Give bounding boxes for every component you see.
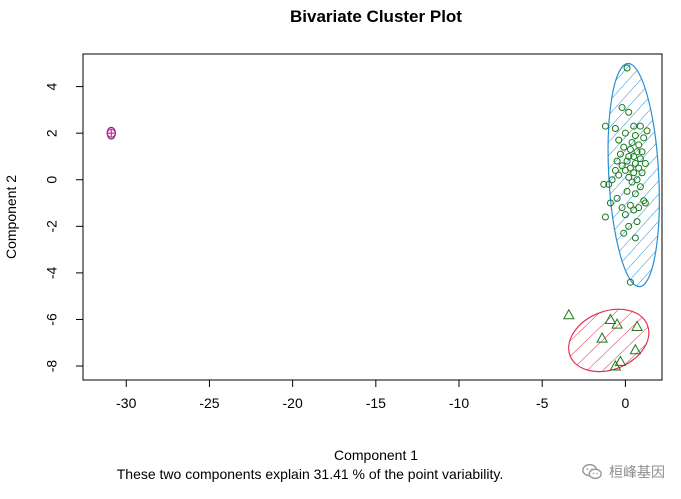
data-point bbox=[630, 206, 638, 214]
chart-title: Bivariate Cluster Plot bbox=[290, 7, 462, 26]
cluster-ellipses bbox=[106, 62, 660, 373]
cluster-ellipse bbox=[568, 308, 650, 373]
x-tick-label: -10 bbox=[449, 395, 469, 411]
x-axis-label: Component 1 bbox=[334, 447, 418, 463]
data-point bbox=[623, 157, 631, 165]
data-point bbox=[626, 201, 634, 209]
x-tick-label: -20 bbox=[283, 395, 303, 411]
data-point bbox=[608, 176, 616, 184]
data-point bbox=[620, 229, 628, 237]
y-tick-label: -4 bbox=[44, 266, 60, 279]
data-point bbox=[618, 204, 626, 212]
data-point bbox=[596, 332, 608, 343]
data-point bbox=[562, 308, 575, 320]
x-tick-label: 0 bbox=[621, 395, 629, 411]
data-point bbox=[623, 64, 631, 72]
cluster-ellipse bbox=[607, 62, 660, 288]
data-point bbox=[618, 162, 626, 170]
watermark: 桓峰基因 bbox=[581, 461, 665, 483]
data-point bbox=[641, 159, 649, 167]
data-point bbox=[613, 194, 621, 202]
y-tick-label: 0 bbox=[44, 176, 60, 184]
data-point bbox=[631, 320, 643, 331]
data-point bbox=[628, 138, 636, 146]
data-point bbox=[601, 213, 609, 221]
data-point bbox=[625, 152, 633, 160]
data-point bbox=[626, 278, 634, 286]
data-point bbox=[631, 159, 639, 167]
chart-subtitle: These two components explain 31.41 % of … bbox=[117, 466, 504, 482]
data-point bbox=[611, 318, 623, 329]
cluster-points bbox=[106, 64, 651, 371]
data-point bbox=[630, 122, 638, 130]
data-point bbox=[620, 143, 628, 151]
data-point bbox=[616, 150, 624, 158]
data-point bbox=[626, 145, 634, 153]
data-point bbox=[636, 155, 644, 163]
data-point bbox=[640, 134, 648, 142]
y-tick-label: 4 bbox=[44, 82, 60, 90]
data-point bbox=[631, 132, 639, 139]
data-point bbox=[606, 199, 614, 207]
x-tick-label: -5 bbox=[536, 395, 549, 411]
data-point bbox=[630, 152, 638, 160]
data-point bbox=[631, 234, 639, 242]
y-tick-label: 2 bbox=[44, 129, 60, 137]
wechat-icon bbox=[582, 463, 602, 480]
watermark-text: 桓峰基因 bbox=[609, 465, 665, 481]
data-point bbox=[623, 187, 631, 195]
data-point bbox=[638, 169, 646, 177]
data-point bbox=[628, 178, 636, 186]
data-point bbox=[636, 183, 644, 191]
y-tick-label: -8 bbox=[44, 360, 60, 373]
x-tick-label: -15 bbox=[366, 395, 386, 411]
data-point bbox=[614, 355, 627, 366]
data-point bbox=[625, 173, 633, 181]
data-point bbox=[630, 169, 638, 177]
data-point bbox=[638, 148, 646, 156]
data-point bbox=[621, 166, 629, 174]
x-axis: -30 -25 -20 -15 -10 -5 0 bbox=[116, 379, 629, 411]
data-point bbox=[611, 166, 619, 174]
data-point bbox=[635, 164, 643, 172]
data-point bbox=[604, 313, 617, 324]
data-point bbox=[106, 128, 116, 138]
data-point bbox=[633, 148, 641, 156]
x-tick-label: -30 bbox=[116, 395, 136, 411]
y-axis-label: Component 2 bbox=[3, 175, 19, 259]
data-point bbox=[635, 141, 643, 149]
data-point bbox=[625, 222, 633, 230]
data-point bbox=[636, 122, 644, 130]
y-tick-label: -6 bbox=[44, 313, 60, 326]
data-point bbox=[629, 343, 642, 355]
y-tick-label: -2 bbox=[44, 220, 60, 233]
data-point bbox=[618, 104, 626, 112]
y-axis: -8 -6 -4 -2 0 2 4 bbox=[44, 82, 84, 373]
data-point bbox=[633, 218, 641, 226]
data-point bbox=[609, 359, 622, 371]
data-point bbox=[621, 211, 629, 219]
data-point bbox=[600, 180, 608, 188]
data-point bbox=[615, 171, 623, 179]
data-point bbox=[643, 127, 651, 135]
data-point bbox=[631, 190, 639, 198]
data-point bbox=[613, 157, 621, 165]
x-tick-label: -25 bbox=[199, 395, 219, 411]
data-point bbox=[601, 122, 609, 130]
data-point bbox=[621, 129, 629, 137]
data-point bbox=[615, 136, 623, 144]
data-point bbox=[625, 108, 633, 116]
data-point bbox=[641, 199, 649, 207]
data-point bbox=[605, 180, 613, 188]
data-point bbox=[611, 125, 619, 133]
